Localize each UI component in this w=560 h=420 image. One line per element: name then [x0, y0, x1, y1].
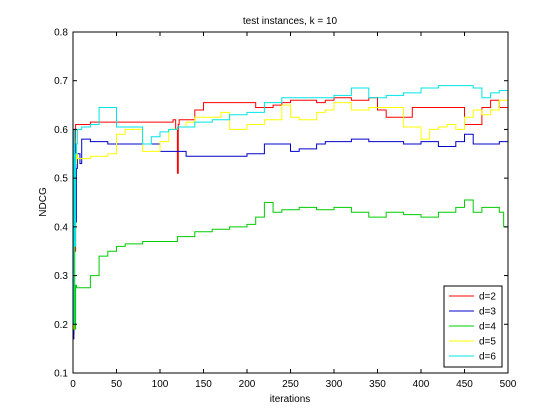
x-tick-label: 150 — [195, 379, 212, 390]
legend-label: d=3 — [479, 307, 496, 318]
legend-label: d=2 — [479, 292, 496, 303]
x-tick-label: 100 — [152, 379, 169, 390]
series-line-d-2 — [73, 97, 508, 335]
x-axis-label: iterations — [270, 394, 311, 405]
y-axis: 0.1 0.2 0.3 0.4 0.5 0.6 0.7 0.8 — [54, 28, 508, 380]
legend-label: d=6 — [479, 352, 496, 363]
y-tick-label: 0.1 — [54, 369, 68, 380]
y-tick-label: 0.8 — [54, 28, 68, 39]
x-tick-label: 450 — [456, 379, 473, 390]
legend-label: d=4 — [479, 322, 496, 333]
y-tick-label: 0.6 — [54, 125, 68, 136]
series-line-d-3 — [73, 133, 508, 340]
y-tick-label: 0.5 — [54, 174, 68, 185]
x-tick-label: 300 — [326, 379, 343, 390]
legend-label: d=5 — [479, 337, 496, 348]
x-tick-label: 200 — [239, 379, 256, 390]
series-line-d-5 — [73, 99, 509, 330]
legend: d=2 d=3 d=4 d=5 d=6 — [443, 285, 503, 368]
x-axis: 0 50 100 150 200 250 300 350 400 450 500 — [70, 32, 517, 390]
x-tick-label: 50 — [111, 379, 123, 390]
y-tick-label: 0.3 — [54, 271, 68, 282]
x-tick-label: 400 — [413, 379, 430, 390]
y-tick-label: 0.4 — [54, 222, 68, 233]
y-tick-label: 0.2 — [54, 320, 68, 331]
x-tick-label: 0 — [70, 379, 76, 390]
y-tick-label: 0.7 — [54, 76, 68, 87]
series-line-d-4 — [73, 199, 509, 330]
y-axis-label: NDCG — [38, 187, 49, 217]
x-tick-label: 350 — [369, 379, 386, 390]
x-tick-label: 250 — [282, 379, 299, 390]
series-line-d-6 — [73, 85, 508, 325]
x-tick-label: 500 — [500, 379, 517, 390]
chart-title: test instances, k = 10 — [243, 16, 338, 27]
